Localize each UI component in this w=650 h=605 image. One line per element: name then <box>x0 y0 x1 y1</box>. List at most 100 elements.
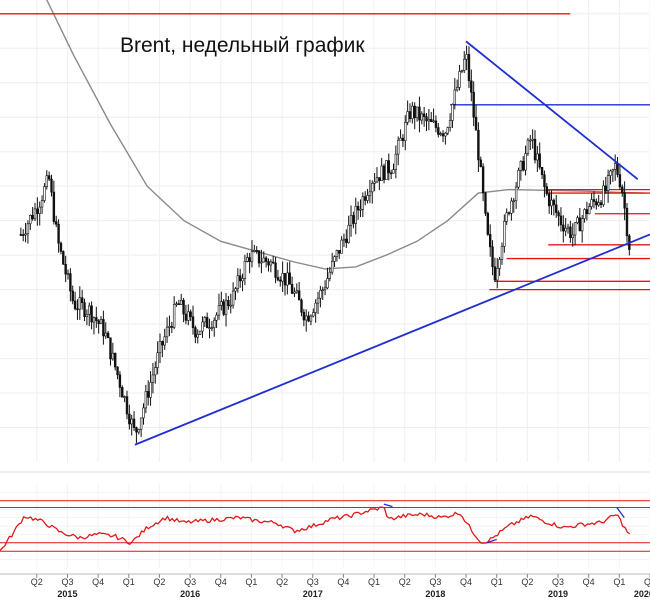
candle-body <box>144 391 148 409</box>
candle-body <box>439 133 442 135</box>
candle-body <box>295 290 298 293</box>
indicator-trend-line <box>486 538 497 544</box>
candle-body <box>307 315 310 322</box>
candle-body <box>262 257 265 263</box>
candle-body <box>491 246 494 268</box>
indicator-line <box>0 506 631 551</box>
x-tick-label-year: 2019 <box>548 589 568 599</box>
candle-body <box>538 153 541 168</box>
candle-body <box>97 320 100 325</box>
candle-body <box>85 313 89 317</box>
candle-body <box>616 163 619 175</box>
candle-body <box>597 202 600 206</box>
candle-body <box>175 303 178 305</box>
candle-body <box>347 224 350 243</box>
candle-body <box>430 119 433 122</box>
candle-body <box>328 271 332 279</box>
candle-body <box>156 352 159 368</box>
candle-body <box>458 71 461 88</box>
candle-body <box>496 267 499 281</box>
candle-body <box>26 223 30 235</box>
candle-body <box>52 191 56 222</box>
candle-body <box>564 227 567 232</box>
candle-body <box>194 327 197 338</box>
candle-body <box>269 261 273 266</box>
indicator-trend-line <box>616 507 625 518</box>
candle-body <box>529 139 532 142</box>
candle-body <box>524 153 527 171</box>
candle-body <box>255 250 258 252</box>
candle-body <box>163 336 166 346</box>
candle-body <box>389 172 393 175</box>
moving-average-line <box>46 0 644 270</box>
candle-body <box>158 341 162 354</box>
candle-body <box>411 105 414 119</box>
candle-body <box>170 326 173 328</box>
candle-body <box>279 279 282 282</box>
candle-body <box>323 287 327 291</box>
candle-body <box>281 273 284 282</box>
candle-body <box>392 169 395 174</box>
x-tick-label-quarter: Q4 <box>215 577 227 587</box>
candle-body <box>477 129 480 161</box>
candle-body <box>246 257 249 262</box>
candle-body <box>267 261 270 266</box>
candle-body <box>118 374 122 388</box>
candle-body <box>404 122 407 142</box>
candle-body <box>330 261 334 273</box>
candle-body <box>264 257 268 262</box>
candle-body <box>161 341 164 346</box>
candle-body <box>507 212 511 215</box>
candle-body <box>479 159 482 167</box>
candle-body <box>151 374 155 383</box>
x-tick-label-quarter: Q2 <box>276 577 288 587</box>
candle-body <box>418 106 421 121</box>
candle-body <box>441 133 445 137</box>
candle-body <box>448 120 452 128</box>
candle-body <box>149 382 152 398</box>
candle-body <box>80 297 84 303</box>
candle-body <box>592 199 596 202</box>
x-tick-label-quarter: Q2 <box>644 577 650 587</box>
candle-body <box>137 429 140 433</box>
candle-body <box>238 275 242 282</box>
candle-body <box>514 186 518 202</box>
indicator-trend-lines <box>383 503 625 544</box>
candle-body <box>571 234 574 238</box>
candle-body <box>40 200 44 208</box>
candle-body <box>224 300 228 315</box>
x-tick-label-quarter: Q4 <box>460 577 472 587</box>
candle-body <box>559 215 563 226</box>
candle-body <box>455 87 459 91</box>
x-tick-label-quarter: Q1 <box>123 577 135 587</box>
candle-body <box>55 221 58 225</box>
candle-body <box>213 319 216 328</box>
candle-body <box>385 160 388 180</box>
candle-body <box>366 195 369 201</box>
candle-body <box>397 139 400 155</box>
candle-body <box>484 192 487 214</box>
candle-body <box>368 191 372 196</box>
x-tick-label-quarter: Q3 <box>184 577 196 587</box>
candle-body <box>382 165 386 180</box>
candle-body <box>19 234 23 236</box>
candle-body <box>606 175 610 191</box>
price-trend-line <box>465 40 639 180</box>
candle-body <box>552 199 556 206</box>
candle-body <box>66 273 70 275</box>
candle-body <box>154 367 157 376</box>
candle-body <box>578 217 582 232</box>
candle-body <box>378 177 381 182</box>
candle-body <box>533 138 537 161</box>
candle-body <box>99 319 103 325</box>
candle-body <box>22 234 25 236</box>
x-tick-label-quarter: Q3 <box>61 577 73 587</box>
candle-body <box>354 205 357 224</box>
candle-body <box>220 301 223 306</box>
candle-body <box>177 303 181 305</box>
candle-body <box>71 290 74 302</box>
candle-body <box>88 305 91 315</box>
candle-body <box>191 316 195 328</box>
